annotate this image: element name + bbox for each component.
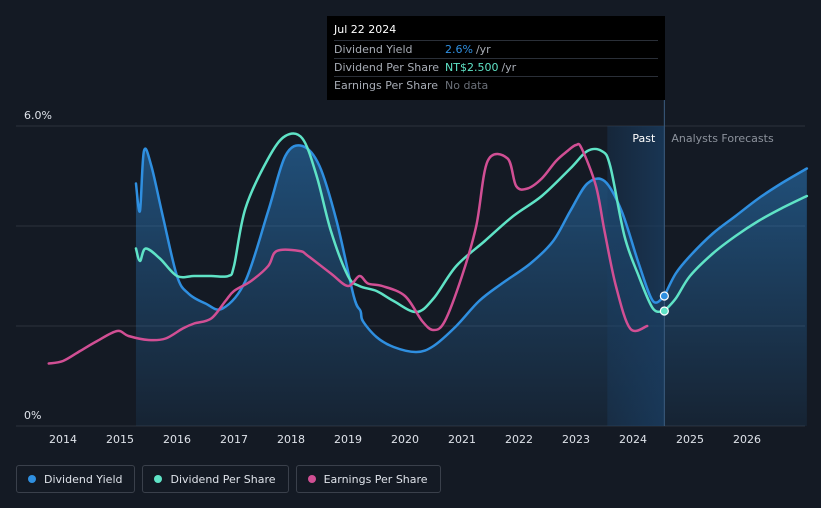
tooltip-label: Earnings Per Share xyxy=(334,79,439,92)
earnings-per-share-line xyxy=(47,142,649,365)
x-tick-label: 2016 xyxy=(163,433,191,446)
x-tick-label: 2019 xyxy=(334,433,362,446)
tooltip-value: 2.6% xyxy=(445,43,473,56)
legend-label: Earnings Per Share xyxy=(323,472,428,486)
legend-item-earnings-per-share[interactable]: Earnings Per Share xyxy=(295,465,441,493)
tooltip-row-dividend-yield: Dividend Yield 2.6% /yr xyxy=(334,40,658,58)
x-tick-label: 2020 xyxy=(391,433,419,446)
tooltip-value: No data xyxy=(445,79,489,92)
dividend-per-share-forecast-line xyxy=(663,194,809,313)
legend-dot-icon xyxy=(307,475,316,483)
x-axis-labels: 2014 2015 2016 2017 2018 2019 2020 2021 2022 2023… xyxy=(49,433,761,446)
past-label: Past xyxy=(632,132,656,145)
y-axis-labels: 6.0% 0% xyxy=(24,109,52,422)
x-tick-label: 2014 xyxy=(49,433,77,446)
legend-dot-icon xyxy=(28,475,36,483)
legend-label: Dividend Yield xyxy=(44,472,123,486)
legend-label: Dividend Per Share xyxy=(170,472,276,486)
y-tick-label: 6.0% xyxy=(24,109,52,122)
analysts-forecasts-label: Analysts Forecasts xyxy=(671,132,774,145)
dividend-per-share-line xyxy=(134,132,666,314)
tooltip-label: Dividend Per Share xyxy=(334,61,440,74)
x-tick-label: 2022 xyxy=(505,433,533,446)
tooltip: Jul 22 2024 Dividend Yield 2.6% /yr Divi… xyxy=(327,16,665,100)
tooltip-markers xyxy=(659,291,669,316)
tooltip-label: Dividend Yield xyxy=(334,43,413,56)
series-lines xyxy=(47,132,809,365)
x-tick-label: 2023 xyxy=(562,433,590,446)
x-tick-label: 2021 xyxy=(448,433,476,446)
x-tick-label: 2018 xyxy=(277,433,305,446)
legend-dot-icon xyxy=(154,475,163,483)
dividend-yield-line xyxy=(134,144,666,354)
legend-item-dividend-per-share[interactable]: Dividend Per Share xyxy=(142,465,289,493)
series-areas xyxy=(135,145,807,427)
legend-item-dividend-yield[interactable]: Dividend Yield xyxy=(16,465,136,493)
x-tick-label: 2017 xyxy=(220,433,248,446)
x-tick-label: 2026 xyxy=(733,433,761,446)
past-highlight-region xyxy=(607,126,665,426)
tooltip-unit: /yr xyxy=(501,61,517,74)
tooltip-row-earnings-per-share: Earnings Per Share No data xyxy=(334,76,658,94)
x-tick-label: 2024 xyxy=(619,433,647,446)
dividend-yield-marker xyxy=(659,291,669,301)
legend: Dividend Yield Dividend Per Share Earnin… xyxy=(16,465,441,493)
tooltip-unit: /yr xyxy=(475,43,491,56)
dividend-per-share-marker xyxy=(659,306,669,316)
x-tick-label: 2015 xyxy=(106,433,134,446)
tooltip-date: Jul 22 2024 xyxy=(334,23,397,36)
y-tick-label: 0% xyxy=(24,409,41,422)
tooltip-row-dividend-per-share: Dividend Per Share NT$2.500 /yr xyxy=(334,58,658,76)
dividend-yield-forecast-area xyxy=(664,168,807,426)
x-tick-label: 2025 xyxy=(676,433,704,446)
dividend-yield-forecast-line xyxy=(663,167,809,298)
tooltip-value: NT$2.500 xyxy=(445,61,499,74)
